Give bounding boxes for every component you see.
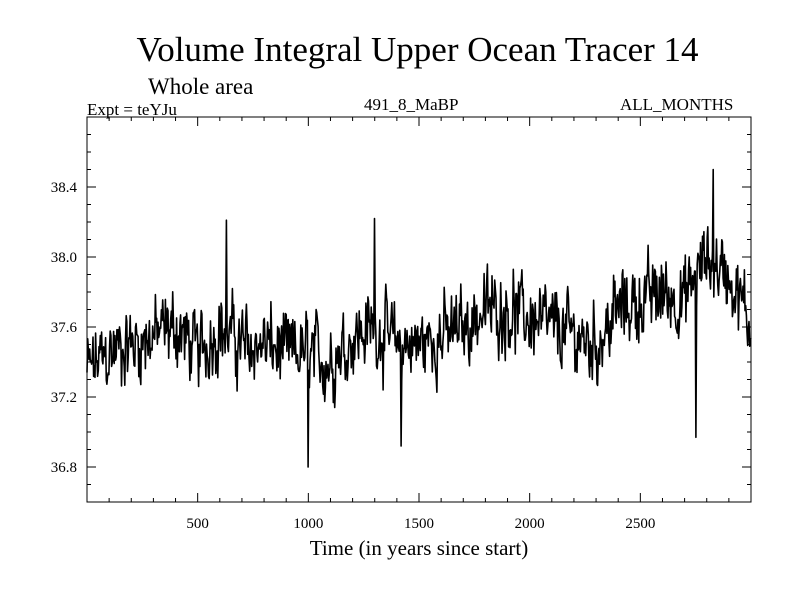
series-line-tracer-14 (86, 168, 752, 468)
y-tick-label: 38.0 (51, 250, 77, 266)
chart-subtitle: Whole area (148, 74, 254, 99)
months-label: ALL_MONTHS (620, 95, 734, 114)
y-tick-label: 37.6 (51, 320, 78, 336)
y-tick-label: 38.4 (51, 180, 78, 196)
x-tick-label: 2500 (625, 516, 655, 532)
y-tick-label: 37.2 (51, 390, 77, 406)
x-tick-label: 1500 (404, 516, 434, 532)
series-group (86, 168, 752, 468)
y-tick-label: 36.8 (51, 460, 77, 476)
x-tick-label: 1000 (293, 516, 323, 532)
x-tick-label: 500 (186, 516, 209, 532)
x-tick-label: 2000 (515, 516, 545, 532)
run-label: 491_8_MaBP (364, 95, 459, 114)
x-axis-label: Time (in years since start) (309, 536, 529, 560)
experiment-label: Expt = teYJu (87, 100, 177, 119)
chart-title: Volume Integral Upper Ocean Tracer 14 (136, 30, 699, 69)
axis-ticks: 500 1000 1500 2000 2500 36.8 37.2 37.6 38.0 38.4 (51, 117, 751, 532)
